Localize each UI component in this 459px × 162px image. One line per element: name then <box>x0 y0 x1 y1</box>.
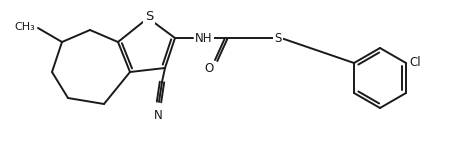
Text: CH₃: CH₃ <box>14 22 35 32</box>
Text: S: S <box>274 31 281 45</box>
Text: Cl: Cl <box>408 57 420 69</box>
Text: N: N <box>153 109 162 122</box>
Text: NH: NH <box>195 31 212 45</box>
Text: S: S <box>145 11 153 23</box>
Text: O: O <box>204 62 213 75</box>
